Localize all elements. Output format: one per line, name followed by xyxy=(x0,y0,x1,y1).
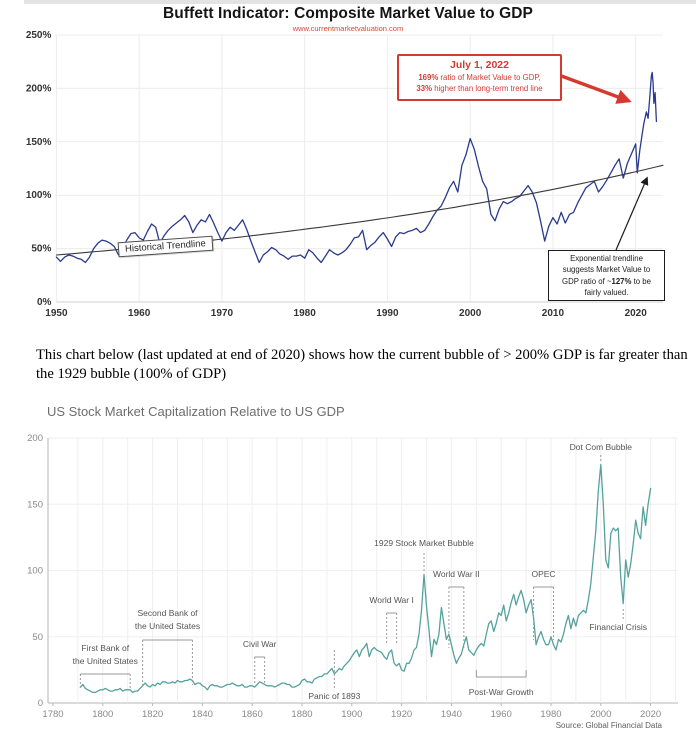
y-tick-label: 50% xyxy=(31,244,51,255)
series-line xyxy=(55,71,658,264)
callout-trend-line: 33% higher than long-term trend line xyxy=(416,84,543,94)
chart1-title: Buffett Indicator: Composite Market Valu… xyxy=(163,5,533,22)
event-annotation: Post-War Growth xyxy=(469,670,534,697)
x-tick-label: 1800 xyxy=(92,709,113,720)
event-annotation: Financial Crisis xyxy=(589,609,647,632)
annotation-label: Financial Crisis xyxy=(589,622,647,632)
annotation-label: the United States xyxy=(73,656,138,666)
expo-line-1: Exponential trendline xyxy=(570,254,643,263)
window-edge-strip xyxy=(24,0,696,4)
event-annotation: Panic of 1893 xyxy=(308,650,361,701)
event-annotation: OPEC xyxy=(531,569,556,640)
exponential-trendline-callout: Exponential trendline suggests Market Va… xyxy=(548,250,665,302)
annotation-label: Post-War Growth xyxy=(469,687,534,697)
x-tick-label: 1820 xyxy=(142,709,163,720)
annotation-label: First Bank of xyxy=(81,643,129,653)
event-annotation: World War I xyxy=(369,595,414,645)
caption-text: This chart below (last updated at end of… xyxy=(36,347,688,383)
callout-date: July 1, 2022 xyxy=(450,59,509,71)
x-tick-label: 2000 xyxy=(590,709,611,720)
y-tick-label: 100% xyxy=(26,190,52,201)
x-tick-label: 2020 xyxy=(640,709,661,720)
event-annotation: Civil War xyxy=(243,639,277,683)
annotation-label: Panic of 1893 xyxy=(308,691,360,701)
red-annotation-arrow xyxy=(555,72,632,104)
x-tick-label: 1960 xyxy=(128,308,151,319)
annotation-label: World War I xyxy=(369,595,413,605)
event-annotation: 1929 Stock Market Bubble xyxy=(374,538,474,571)
x-tick-label: 1950 xyxy=(45,308,68,319)
x-tick-label: 2020 xyxy=(625,308,648,319)
x-tick-label: 1980 xyxy=(540,709,561,720)
annotation-label: Dot Com Bubble xyxy=(570,442,633,452)
expo-line-2: suggests Market Value to xyxy=(562,265,651,275)
annotation-label: Second Bank of xyxy=(138,608,199,618)
annotation-label: the United States xyxy=(135,621,200,631)
callout-ratio-line: 169% ratio of Market Value to GDP, xyxy=(418,73,541,82)
chart2-title: US Stock Market Capitalization Relative … xyxy=(47,404,345,419)
y-tick-label: 0 xyxy=(38,698,43,709)
chart2-source: Source: Global Financial Data xyxy=(555,721,662,730)
event-annotation: World War II xyxy=(433,569,480,648)
event-annotation: First Bank of the United States xyxy=(73,643,138,689)
y-tick-label: 150 xyxy=(27,499,43,510)
x-tick-label: 1960 xyxy=(491,709,512,720)
y-tick-label: 200% xyxy=(26,83,52,94)
expo-line-4: fairly valued. xyxy=(584,287,629,297)
annotation-label: 1929 Stock Market Bubble xyxy=(374,538,474,548)
black-annotation-arrow xyxy=(615,176,649,251)
x-tick-label: 1860 xyxy=(242,709,263,720)
x-tick-label: 1990 xyxy=(376,308,399,319)
chart1-subtitle-url: www.currentmarketvaluation.com xyxy=(292,24,404,33)
x-tick-label: 1780 xyxy=(42,709,63,720)
y-tick-label: 200 xyxy=(27,433,43,444)
chart2-plot: 0 50 100 150 200 1780 1800 1820 1840 1860 1880 1900… xyxy=(27,433,678,720)
annotation-label: OPEC xyxy=(531,569,555,579)
y-tick-label: 50 xyxy=(32,632,43,643)
july-2022-callout: July 1, 2022 169% ratio of Market Value … xyxy=(397,54,562,101)
x-tick-label: 1920 xyxy=(391,709,412,720)
y-tick-label: 150% xyxy=(26,137,52,148)
y-tick-label: 100 xyxy=(27,566,43,577)
x-tick-label: 1940 xyxy=(441,709,462,720)
y-tick-label: 250% xyxy=(26,30,52,41)
annotation-label: World War II xyxy=(433,569,480,579)
event-annotation: Dot Com Bubble xyxy=(570,442,633,462)
y-tick-label: 0% xyxy=(37,297,52,308)
x-tick-label: 1970 xyxy=(211,308,234,319)
x-tick-label: 2000 xyxy=(459,308,482,319)
series-line xyxy=(79,463,652,694)
x-tick-label: 2010 xyxy=(542,308,565,319)
x-tick-label: 1840 xyxy=(192,709,213,720)
expo-line-3: GDP ratio of ~127% to be xyxy=(562,276,651,286)
annotation-label: Civil War xyxy=(243,639,277,649)
x-tick-label: 1980 xyxy=(294,308,317,319)
x-tick-label: 1880 xyxy=(291,709,312,720)
event-annotation: Second Bank of the United States xyxy=(135,608,200,685)
x-tick-label: 1900 xyxy=(341,709,362,720)
